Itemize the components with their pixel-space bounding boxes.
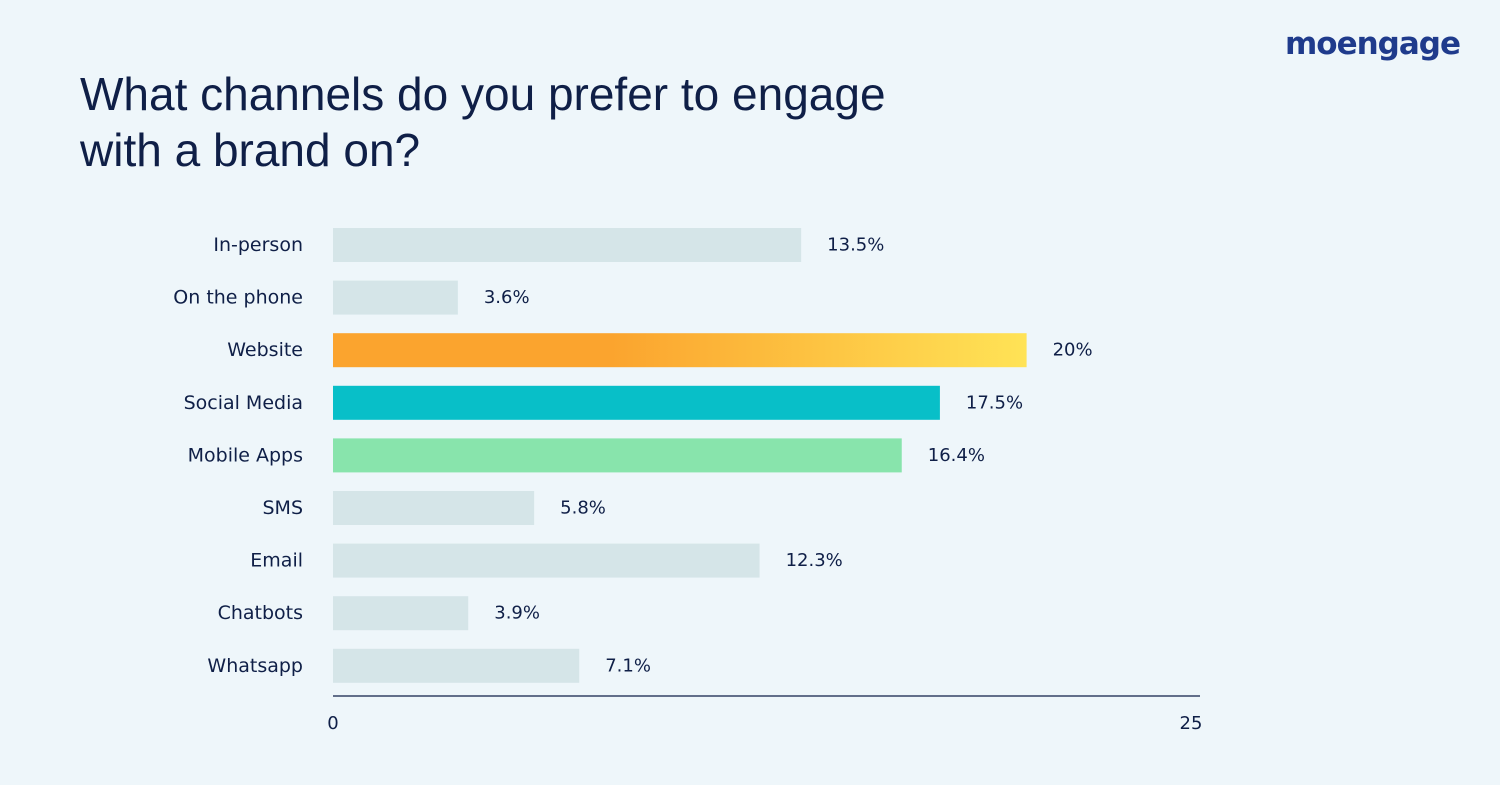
value-label-social-media: 17.5% [966, 392, 1023, 413]
category-label-whatsapp: Whatsapp [207, 655, 303, 677]
bar-mobile-apps [333, 438, 902, 473]
value-label-on-the-phone: 3.6% [484, 287, 530, 308]
category-label-on-the-phone: On the phone [173, 287, 303, 309]
x-tick-label-0: 0 [327, 713, 338, 734]
brand-logo: moengage [1284, 26, 1461, 62]
chart-title: What channels do you prefer to engage wi… [80, 68, 886, 176]
bar-sms [333, 491, 535, 525]
category-label-mobile-apps: Mobile Apps [188, 444, 303, 466]
value-label-email: 12.3% [786, 550, 843, 571]
value-label-chatbots: 3.9% [494, 603, 540, 624]
bar-in-person [333, 228, 802, 262]
x-axis-ticks: 0 25 [327, 713, 1202, 734]
bar-social-media [333, 385, 940, 420]
category-label-sms: SMS [262, 497, 303, 519]
bars-group: In-person 13.5% On the phone 3.6% Website 20%… [173, 228, 1093, 683]
category-label-social-media: Social Media [184, 392, 303, 414]
category-label-email: Email [250, 550, 303, 572]
value-label-website: 20% [1053, 340, 1093, 361]
value-label-sms: 5.8% [560, 498, 606, 519]
category-label-in-person: In-person [213, 234, 303, 256]
category-label-chatbots: Chatbots [218, 602, 303, 624]
bar-whatsapp [333, 648, 580, 683]
value-label-in-person: 13.5% [827, 235, 884, 256]
bar-on-the-phone [333, 280, 458, 315]
value-label-whatsapp: 7.1% [605, 655, 651, 676]
category-label-website: Website [227, 339, 303, 361]
bar-email [333, 543, 760, 578]
bar-website [333, 333, 1027, 368]
value-label-mobile-apps: 16.4% [928, 445, 985, 466]
bar-chatbots [333, 596, 469, 631]
x-tick-label-25: 25 [1180, 713, 1203, 734]
